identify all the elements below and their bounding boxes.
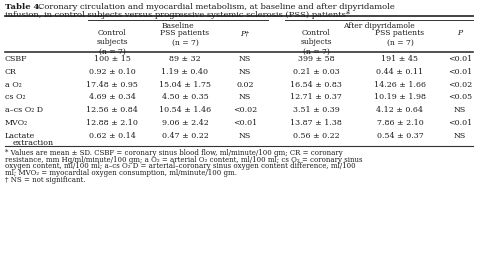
Text: 3.51 ± 0.39: 3.51 ± 0.39 (293, 106, 339, 114)
Text: a–cs O₂ D: a–cs O₂ D (5, 106, 43, 114)
Text: 12.71 ± 0.37: 12.71 ± 0.37 (290, 93, 342, 101)
Text: 0.21 ± 0.03: 0.21 ± 0.03 (293, 68, 339, 76)
Text: 399 ± 58: 399 ± 58 (298, 55, 334, 63)
Text: a O₂: a O₂ (5, 81, 22, 89)
Text: extraction: extraction (13, 139, 54, 147)
Text: Control
subjects
(n = 7): Control subjects (n = 7) (96, 29, 128, 56)
Text: Table 4.: Table 4. (5, 3, 42, 11)
Text: ml; MVO₂ = myocardial oxygen consumption, ml/minute/100 gm.: ml; MVO₂ = myocardial oxygen consumption… (5, 169, 237, 177)
Text: resistance, mm Hg/ml/minute/100 gm; a O₂ = arterial O₂ content, ml/100 ml; cs O₂: resistance, mm Hg/ml/minute/100 gm; a O₂… (5, 156, 362, 164)
Text: <0.02: <0.02 (233, 106, 257, 114)
Text: * Values are mean ± SD. CSBF = coronary sinus blood flow, ml/minute/100 gm; CR =: * Values are mean ± SD. CSBF = coronary … (5, 149, 343, 157)
Text: CSBF: CSBF (5, 55, 28, 63)
Text: 7.86 ± 2.10: 7.86 ± 2.10 (377, 119, 424, 127)
Text: 0.02: 0.02 (236, 81, 254, 89)
Text: 12.56 ± 0.84: 12.56 ± 0.84 (86, 106, 138, 114)
Text: 89 ± 32: 89 ± 32 (169, 55, 201, 63)
Text: oxygen content, ml/100 ml; a–cs O₂ D = arterial–coronary sinus oxygen content di: oxygen content, ml/100 ml; a–cs O₂ D = a… (5, 162, 356, 170)
Text: 14.26 ± 1.66: 14.26 ± 1.66 (374, 81, 426, 89)
Text: 191 ± 45: 191 ± 45 (381, 55, 419, 63)
Text: 0.54 ± 0.37: 0.54 ± 0.37 (377, 132, 424, 140)
Text: infusion, in control subjects versus progressive systemic sclerosis (PSS) patien: infusion, in control subjects versus pro… (5, 11, 350, 19)
Text: 4.12 ± 0.64: 4.12 ± 0.64 (377, 106, 424, 114)
Text: NS: NS (239, 68, 251, 76)
Text: 4.50 ± 0.35: 4.50 ± 0.35 (162, 93, 208, 101)
Text: <0.01: <0.01 (448, 119, 472, 127)
Text: PSS patients
(n = 7): PSS patients (n = 7) (375, 29, 424, 47)
Text: NS: NS (454, 132, 466, 140)
Text: 0.92 ± 0.10: 0.92 ± 0.10 (88, 68, 135, 76)
Text: PSS patients
(n = 7): PSS patients (n = 7) (161, 29, 209, 47)
Text: 16.54 ± 0.83: 16.54 ± 0.83 (290, 81, 342, 89)
Text: <0.01: <0.01 (448, 55, 472, 63)
Text: P: P (457, 29, 463, 37)
Text: <0.05: <0.05 (448, 93, 472, 101)
Text: NS: NS (239, 93, 251, 101)
Text: 0.44 ± 0.11: 0.44 ± 0.11 (377, 68, 424, 76)
Text: NS: NS (454, 106, 466, 114)
Text: <0.02: <0.02 (448, 81, 472, 89)
Text: 1.19 ± 0.40: 1.19 ± 0.40 (162, 68, 208, 76)
Text: After dipyridamole: After dipyridamole (343, 22, 415, 30)
Text: Baseline: Baseline (162, 22, 195, 30)
Text: cs O₂: cs O₂ (5, 93, 25, 101)
Text: 17.48 ± 0.95: 17.48 ± 0.95 (86, 81, 138, 89)
Text: Coronary circulation and myocardial metabolism, at baseline and after dipyridamo: Coronary circulation and myocardial meta… (38, 3, 395, 11)
Text: 4.69 ± 0.34: 4.69 ± 0.34 (88, 93, 135, 101)
Text: 10.19 ± 1.98: 10.19 ± 1.98 (374, 93, 426, 101)
Text: 15.04 ± 1.75: 15.04 ± 1.75 (159, 81, 211, 89)
Text: 9.06 ± 2.42: 9.06 ± 2.42 (162, 119, 208, 127)
Text: <0.01: <0.01 (233, 119, 257, 127)
Text: 0.62 ± 0.14: 0.62 ± 0.14 (88, 132, 135, 140)
Text: CR: CR (5, 68, 17, 76)
Text: P†: P† (240, 29, 250, 37)
Text: 13.87 ± 1.38: 13.87 ± 1.38 (290, 119, 342, 127)
Text: MVO₂: MVO₂ (5, 119, 28, 127)
Text: NS: NS (239, 55, 251, 63)
Text: NS: NS (239, 132, 251, 140)
Text: 0.56 ± 0.22: 0.56 ± 0.22 (293, 132, 339, 140)
Text: Lactate: Lactate (5, 132, 35, 140)
Text: Control
subjects
(n = 7): Control subjects (n = 7) (300, 29, 332, 56)
Text: 10.54 ± 1.46: 10.54 ± 1.46 (159, 106, 211, 114)
Text: 100 ± 15: 100 ± 15 (94, 55, 130, 63)
Text: † NS = not significant.: † NS = not significant. (5, 176, 86, 184)
Text: 0.47 ± 0.22: 0.47 ± 0.22 (162, 132, 208, 140)
Text: <0.01: <0.01 (448, 68, 472, 76)
Text: 12.88 ± 2.10: 12.88 ± 2.10 (86, 119, 138, 127)
